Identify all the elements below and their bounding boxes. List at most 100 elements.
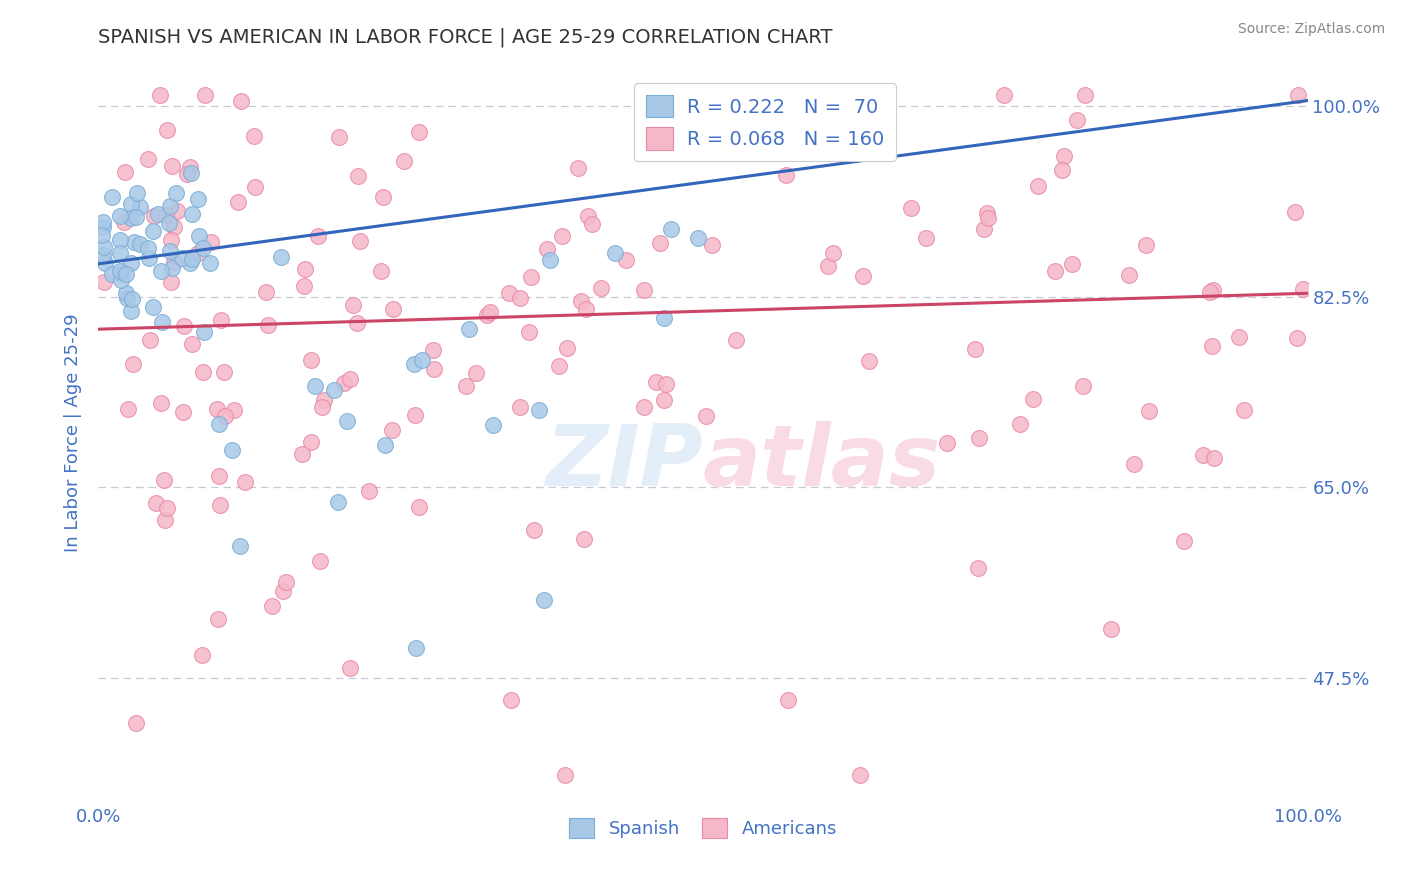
Point (1201, 339, 1223, 353)
Point (205, 402, 228, 417)
Point (142, 224, 165, 238)
Point (191, 365, 214, 379)
Point (1284, 205, 1306, 219)
Point (575, 302, 598, 317)
Point (509, 401, 531, 415)
Point (576, 209, 599, 223)
Point (394, 154, 416, 169)
Point (1045, 264, 1067, 278)
Point (191, 648, 214, 662)
Point (149, 88, 172, 103)
Point (572, 532, 595, 546)
Point (402, 357, 425, 371)
Point (475, 308, 498, 322)
Point (200, 255, 222, 269)
Point (156, 123, 179, 137)
Point (659, 222, 682, 236)
Point (408, 500, 430, 514)
Point (229, 539, 252, 553)
Point (766, 88, 789, 103)
Point (233, 475, 256, 489)
Point (554, 767, 576, 781)
Legend: Spanish, Americans: Spanish, Americans (558, 806, 848, 849)
Point (724, 333, 747, 347)
Point (536, 242, 558, 256)
Point (187, 246, 209, 260)
Point (228, 195, 250, 210)
Point (652, 392, 675, 407)
Point (993, 88, 1015, 103)
Point (193, 325, 215, 339)
Point (538, 252, 561, 267)
Point (1286, 331, 1309, 345)
Point (311, 401, 333, 415)
Point (172, 251, 194, 265)
Point (569, 294, 592, 309)
Point (159, 244, 181, 258)
Point (347, 169, 370, 183)
Point (900, 201, 922, 215)
Point (120, 197, 142, 211)
Point (274, 575, 297, 590)
Point (193, 241, 215, 255)
Point (108, 209, 131, 223)
Point (153, 474, 176, 488)
Point (333, 376, 356, 391)
Point (209, 312, 232, 326)
Point (603, 245, 626, 260)
Point (858, 354, 880, 368)
Point (179, 256, 201, 270)
Point (1137, 404, 1160, 418)
Point (121, 292, 143, 306)
Point (270, 250, 292, 264)
Point (117, 291, 139, 305)
Point (547, 359, 569, 373)
Point (1050, 163, 1073, 178)
Point (328, 129, 350, 144)
Point (90, 228, 112, 243)
Point (139, 334, 162, 348)
Point (145, 496, 167, 510)
Point (129, 237, 152, 252)
Point (176, 167, 198, 181)
Point (292, 278, 315, 293)
Point (349, 234, 371, 248)
Point (117, 402, 139, 417)
Point (478, 305, 501, 319)
Point (458, 322, 481, 336)
Point (257, 318, 280, 333)
Point (973, 222, 995, 236)
Point (124, 715, 146, 730)
Point (108, 264, 131, 278)
Point (633, 400, 655, 414)
Point (1286, 88, 1309, 103)
Point (150, 315, 173, 329)
Point (1066, 113, 1088, 128)
Point (614, 252, 637, 267)
Point (359, 483, 381, 498)
Point (120, 211, 142, 226)
Point (110, 273, 132, 287)
Point (963, 342, 986, 356)
Point (517, 325, 540, 339)
Point (150, 264, 173, 278)
Point (122, 357, 145, 371)
Point (142, 300, 165, 314)
Point (173, 319, 195, 334)
Point (93, 240, 115, 254)
Point (122, 235, 145, 249)
Point (221, 442, 243, 457)
Point (312, 393, 335, 408)
Point (936, 435, 959, 450)
Point (652, 311, 675, 326)
Point (1010, 417, 1032, 431)
Point (309, 554, 332, 568)
Point (336, 414, 359, 428)
Point (108, 233, 131, 247)
Point (404, 408, 426, 422)
Point (648, 235, 671, 250)
Point (187, 193, 209, 207)
Point (155, 513, 177, 527)
Point (194, 88, 217, 103)
Point (817, 260, 839, 274)
